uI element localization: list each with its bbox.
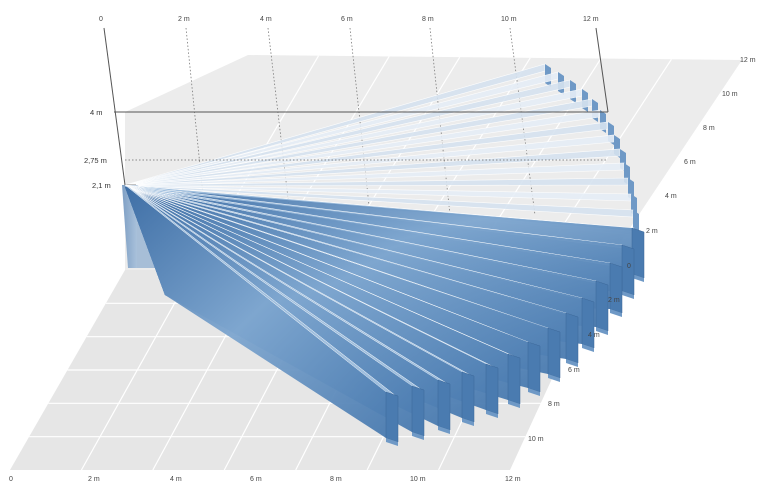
top-tick-2: 2 m [178, 16, 190, 23]
right-axis-post [595, 27, 609, 113]
near-beam-base [508, 400, 520, 408]
near-beam-front [385, 391, 399, 443]
near-beam-base [582, 344, 594, 352]
top-tick-labels: 0 2 m 4 m 6 m 8 m 10 m 12 m [99, 16, 599, 23]
near-beam-front [527, 341, 541, 393]
right-far-tick-0: 0 [627, 263, 631, 270]
right-far-tick-2: 2 m [646, 228, 658, 235]
right-near-tick-4: 4 m [588, 332, 600, 339]
top-tick-8: 8 m [422, 16, 434, 23]
bottom-tick-labels: 0 2 m 4 m 6 m 8 m 10 m 12 m [9, 476, 521, 483]
near-beam-front [547, 327, 561, 379]
near-beam-base [462, 418, 474, 426]
bottom-tick-2: 2 m [88, 476, 100, 483]
bottom-tick-10: 10 m [410, 476, 426, 483]
near-beam-front [507, 353, 521, 405]
near-beam-base [486, 410, 498, 418]
height-label-4m: 4 m [90, 108, 103, 117]
left-axis-post [103, 27, 126, 186]
right-near-tick-10: 10 m [528, 436, 544, 443]
far-beam-end [633, 210, 639, 233]
near-beam-front [581, 297, 595, 349]
near-beam-front [621, 244, 635, 296]
bottom-tick-8: 8 m [330, 476, 342, 483]
bottom-tick-12: 12 m [505, 476, 521, 483]
right-far-tick-12: 12 m [740, 57, 756, 64]
top-tick-12: 12 m [583, 16, 599, 23]
height-labels: 4 m 2,75 m 2,1 m [84, 108, 111, 190]
near-beam-front [461, 371, 475, 423]
near-beam-base [548, 374, 560, 382]
near-beam-base [412, 432, 424, 440]
near-beam-front [411, 385, 425, 437]
bottom-tick-0: 0 [9, 476, 13, 483]
near-beam-front [565, 312, 579, 364]
top-tick-6: 6 m [341, 16, 353, 23]
near-beam-base [596, 327, 608, 335]
right-far-tick-8: 8 m [703, 125, 715, 132]
near-beam-front [609, 262, 623, 314]
near-beam-front [595, 280, 609, 332]
right-far-tick-10: 10 m [722, 91, 738, 98]
near-beam-front [485, 363, 499, 415]
near-beam-base [566, 359, 578, 367]
right-far-tick-6: 6 m [684, 159, 696, 166]
top-tick-0: 0 [99, 16, 103, 23]
bottom-tick-6: 6 m [250, 476, 262, 483]
near-beams [124, 184, 645, 446]
near-beam-base [610, 309, 622, 317]
right-far-tick-labels: 12 m 10 m 8 m 6 m 4 m 2 m 0 [627, 57, 756, 270]
right-far-tick-4: 4 m [665, 193, 677, 200]
right-near-tick-8: 8 m [548, 401, 560, 408]
right-near-tick-labels: 2 m 4 m 6 m 8 m 10 m [528, 297, 620, 443]
height-label-275m: 2,75 m [84, 156, 107, 165]
near-beam-base [386, 438, 398, 446]
height-label-21m: 2,1 m [92, 181, 111, 190]
right-near-tick-6: 6 m [568, 367, 580, 374]
near-beam-front [437, 379, 451, 431]
near-beam-base [438, 426, 450, 434]
near-beam-base [622, 291, 634, 299]
near-beam-base [632, 274, 644, 282]
bottom-tick-4: 4 m [170, 476, 182, 483]
top-tick-4: 4 m [260, 16, 272, 23]
right-near-tick-2: 2 m [608, 297, 620, 304]
near-beam-base [528, 388, 540, 396]
near-beam-side [125, 187, 386, 438]
top-tick-10: 10 m [501, 16, 517, 23]
